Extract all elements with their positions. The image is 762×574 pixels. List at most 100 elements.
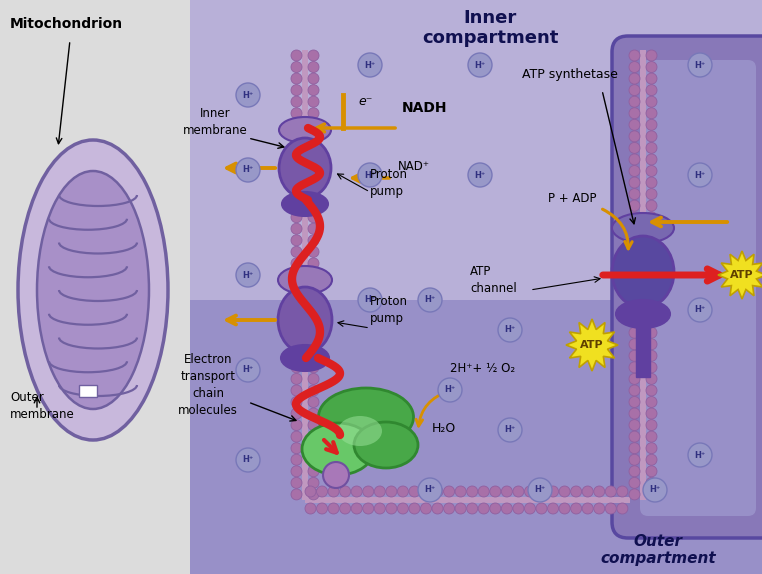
Circle shape — [629, 50, 640, 61]
Circle shape — [646, 61, 657, 72]
Circle shape — [629, 397, 640, 408]
Text: H⁺: H⁺ — [694, 60, 706, 69]
Circle shape — [308, 420, 319, 430]
Text: H⁺: H⁺ — [242, 270, 254, 280]
Ellipse shape — [279, 117, 331, 143]
Text: H⁺: H⁺ — [364, 170, 376, 180]
Circle shape — [308, 454, 319, 466]
Circle shape — [291, 454, 302, 466]
Ellipse shape — [281, 345, 329, 371]
Circle shape — [629, 374, 640, 385]
Circle shape — [617, 486, 628, 497]
Circle shape — [646, 420, 657, 430]
Text: H⁺: H⁺ — [694, 170, 706, 180]
Text: 2H⁺+ ½ O₂: 2H⁺+ ½ O₂ — [450, 362, 515, 375]
Circle shape — [646, 293, 657, 304]
Circle shape — [646, 431, 657, 442]
Circle shape — [688, 443, 712, 467]
Circle shape — [308, 223, 319, 234]
Circle shape — [291, 108, 302, 119]
Text: NADH: NADH — [402, 101, 447, 115]
Circle shape — [291, 466, 302, 477]
Circle shape — [291, 397, 302, 408]
Circle shape — [291, 304, 302, 315]
Circle shape — [291, 293, 302, 304]
Text: H⁺: H⁺ — [242, 456, 254, 464]
Circle shape — [646, 223, 657, 234]
Text: H⁺: H⁺ — [424, 296, 436, 304]
Circle shape — [629, 443, 640, 453]
Circle shape — [316, 503, 328, 514]
Circle shape — [374, 503, 386, 514]
Circle shape — [646, 84, 657, 96]
Circle shape — [571, 486, 581, 497]
Circle shape — [291, 96, 302, 107]
Circle shape — [548, 503, 559, 514]
Circle shape — [629, 339, 640, 350]
Bar — [190, 0, 762, 574]
Circle shape — [291, 443, 302, 453]
Circle shape — [646, 119, 657, 130]
Circle shape — [617, 503, 628, 514]
Text: ATP synthetase: ATP synthetase — [522, 68, 618, 81]
Circle shape — [308, 408, 319, 419]
Circle shape — [291, 142, 302, 153]
Ellipse shape — [18, 140, 168, 440]
Circle shape — [291, 350, 302, 361]
Circle shape — [308, 258, 319, 269]
Circle shape — [571, 503, 581, 514]
Ellipse shape — [319, 388, 414, 446]
Circle shape — [524, 503, 536, 514]
Text: Inner
membrane: Inner membrane — [183, 107, 248, 137]
Circle shape — [646, 489, 657, 500]
Circle shape — [291, 316, 302, 327]
Circle shape — [351, 503, 362, 514]
Circle shape — [308, 362, 319, 373]
Circle shape — [438, 378, 462, 402]
Ellipse shape — [302, 423, 374, 475]
Circle shape — [236, 358, 260, 382]
Circle shape — [291, 327, 302, 338]
Circle shape — [308, 177, 319, 188]
Circle shape — [308, 385, 319, 396]
Circle shape — [582, 503, 593, 514]
Circle shape — [646, 269, 657, 281]
Circle shape — [358, 288, 382, 312]
Circle shape — [490, 486, 501, 497]
Circle shape — [646, 165, 657, 176]
Circle shape — [308, 61, 319, 72]
Circle shape — [524, 486, 536, 497]
FancyBboxPatch shape — [612, 36, 762, 538]
Circle shape — [629, 177, 640, 188]
Bar — [79, 385, 97, 397]
Circle shape — [236, 158, 260, 182]
Circle shape — [291, 50, 302, 61]
Circle shape — [308, 154, 319, 165]
Circle shape — [646, 281, 657, 292]
Circle shape — [308, 431, 319, 442]
Circle shape — [418, 288, 442, 312]
Circle shape — [468, 163, 492, 187]
Circle shape — [421, 503, 431, 514]
Bar — [302, 50, 308, 500]
Circle shape — [291, 339, 302, 350]
Circle shape — [308, 327, 319, 338]
Circle shape — [291, 420, 302, 430]
Circle shape — [629, 431, 640, 442]
Circle shape — [646, 212, 657, 223]
Ellipse shape — [612, 236, 674, 308]
Text: H⁺: H⁺ — [444, 386, 456, 394]
Text: ATP: ATP — [580, 340, 604, 350]
Circle shape — [291, 408, 302, 419]
Circle shape — [291, 154, 302, 165]
Text: H⁺: H⁺ — [364, 60, 376, 69]
Circle shape — [291, 385, 302, 396]
Circle shape — [308, 84, 319, 96]
Text: H⁺: H⁺ — [242, 91, 254, 99]
Circle shape — [308, 50, 319, 61]
Circle shape — [308, 246, 319, 257]
Circle shape — [646, 246, 657, 257]
Circle shape — [386, 486, 397, 497]
Circle shape — [548, 486, 559, 497]
Circle shape — [629, 420, 640, 430]
